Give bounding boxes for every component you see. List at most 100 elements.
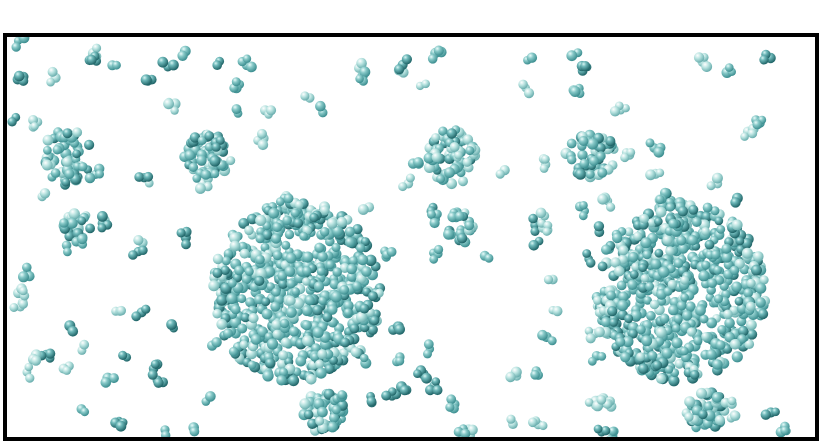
droplet-particle (676, 235, 687, 246)
droplet-particle (319, 205, 330, 216)
droplet-particle (636, 352, 646, 362)
particle (405, 173, 415, 183)
droplet-particle (325, 260, 335, 270)
droplet-particle (647, 218, 657, 228)
droplet-particle (715, 340, 726, 350)
particle (429, 254, 439, 264)
particle (730, 410, 741, 421)
droplet-particle (248, 313, 259, 324)
droplet-particle (228, 346, 239, 357)
particle (257, 128, 267, 139)
droplet-particle (629, 270, 639, 279)
particle (426, 209, 436, 219)
cluster-particle (458, 176, 468, 187)
droplet-particle (212, 253, 224, 265)
particle (585, 258, 596, 268)
particle (242, 54, 252, 63)
droplet-particle (680, 346, 689, 356)
particle (157, 56, 169, 68)
droplet-particle (299, 398, 311, 410)
droplet-particle (664, 365, 674, 374)
droplet-particle (261, 308, 273, 320)
droplet-particle (665, 246, 675, 256)
particle (108, 373, 119, 384)
droplet-particle (309, 212, 319, 223)
particle (118, 350, 128, 360)
droplet-particle (313, 398, 325, 410)
particle (153, 377, 164, 388)
droplet-particle (229, 240, 241, 252)
particle (24, 362, 34, 372)
particle (449, 142, 460, 152)
particle (215, 135, 225, 145)
particle (530, 226, 540, 236)
droplet-particle (667, 279, 677, 290)
particle (609, 106, 621, 117)
droplet-particle (671, 323, 681, 333)
cluster-particle (72, 127, 83, 138)
particle (13, 70, 25, 82)
droplet-particle (278, 279, 288, 289)
droplet-particle (255, 254, 265, 265)
cluster-particle (595, 142, 606, 153)
droplet-particle (638, 363, 649, 375)
droplet-particle (711, 392, 723, 403)
droplet-particle (271, 319, 282, 330)
droplet-particle (735, 236, 745, 246)
particle (95, 169, 104, 179)
droplet-particle (295, 355, 307, 367)
droplet-particle (293, 297, 305, 309)
droplet-particle (262, 229, 273, 241)
droplet-particle (616, 280, 627, 291)
particle (606, 202, 616, 212)
cluster-particle (64, 168, 75, 179)
particle (231, 104, 242, 115)
cluster-particle (62, 156, 73, 167)
droplet-particle (649, 299, 660, 310)
droplet-particle (753, 251, 764, 262)
droplet-particle (312, 304, 323, 316)
droplet-particle (618, 245, 629, 256)
particle (315, 416, 325, 426)
particle (433, 45, 444, 56)
particle (528, 213, 538, 224)
snapshot-frame (3, 33, 819, 441)
cluster-particle (41, 159, 53, 171)
droplet-particle (606, 290, 616, 301)
particle (355, 74, 364, 84)
droplet-particle (331, 405, 341, 415)
particle (421, 372, 432, 384)
particle (97, 211, 108, 222)
particle (454, 211, 465, 222)
particle (423, 349, 432, 359)
droplet-particle (223, 249, 234, 259)
particle (528, 417, 538, 428)
cluster-particle (577, 149, 588, 161)
particle (597, 352, 607, 361)
droplet-particle (729, 265, 740, 276)
droplet-particle (301, 305, 313, 317)
cluster-particle (578, 136, 589, 146)
droplet-particle (640, 237, 652, 249)
droplet-particle (663, 286, 673, 296)
droplet-particle (305, 374, 317, 385)
droplet-particle (255, 214, 267, 226)
particle (356, 57, 367, 69)
cluster-particle (586, 138, 599, 150)
droplet-particle (303, 409, 314, 420)
droplet-particle (710, 249, 721, 260)
particle (161, 430, 171, 437)
cluster-particle (585, 169, 595, 179)
droplet-particle (349, 323, 360, 334)
cluster-particle (668, 218, 679, 229)
droplet-particle (642, 250, 652, 260)
droplet-particle (365, 254, 377, 266)
droplet-particle (276, 375, 287, 386)
droplet-particle (230, 304, 241, 315)
particle (620, 152, 630, 163)
droplet-particle (359, 303, 370, 314)
cluster-particle (423, 152, 435, 164)
droplet-particle (661, 347, 673, 359)
droplet-particle (746, 329, 758, 340)
droplet-particle (261, 297, 271, 307)
